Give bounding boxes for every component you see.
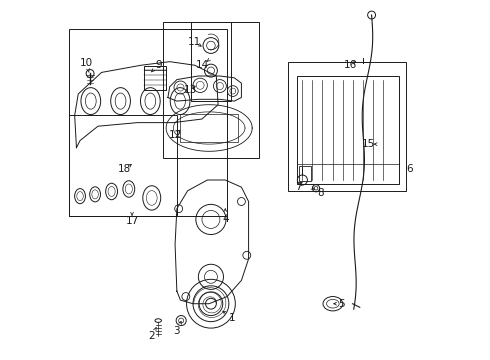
Bar <box>288 62 406 191</box>
Text: 3: 3 <box>173 325 180 336</box>
Text: 16: 16 <box>344 60 357 70</box>
Text: 4: 4 <box>222 215 229 224</box>
Text: 10: 10 <box>80 58 93 68</box>
Text: 17: 17 <box>125 216 139 226</box>
Text: 15: 15 <box>362 139 375 149</box>
Bar <box>191 22 231 101</box>
Bar <box>69 116 177 216</box>
Bar <box>180 114 238 142</box>
Bar <box>299 166 311 181</box>
Text: 1: 1 <box>229 313 236 323</box>
Bar <box>144 66 166 90</box>
Text: 7: 7 <box>295 182 302 192</box>
Bar <box>163 22 259 158</box>
Text: 6: 6 <box>407 164 413 174</box>
Text: 2: 2 <box>148 331 155 341</box>
Bar <box>297 76 399 184</box>
Bar <box>69 30 227 216</box>
Text: 5: 5 <box>339 299 345 309</box>
Text: 12: 12 <box>169 130 182 140</box>
Text: 8: 8 <box>317 188 323 198</box>
Text: 14: 14 <box>196 60 209 70</box>
Text: 13: 13 <box>184 85 197 95</box>
Circle shape <box>86 69 94 77</box>
Text: 11: 11 <box>188 37 201 47</box>
Text: 9: 9 <box>155 60 162 70</box>
Text: 18: 18 <box>118 164 131 174</box>
